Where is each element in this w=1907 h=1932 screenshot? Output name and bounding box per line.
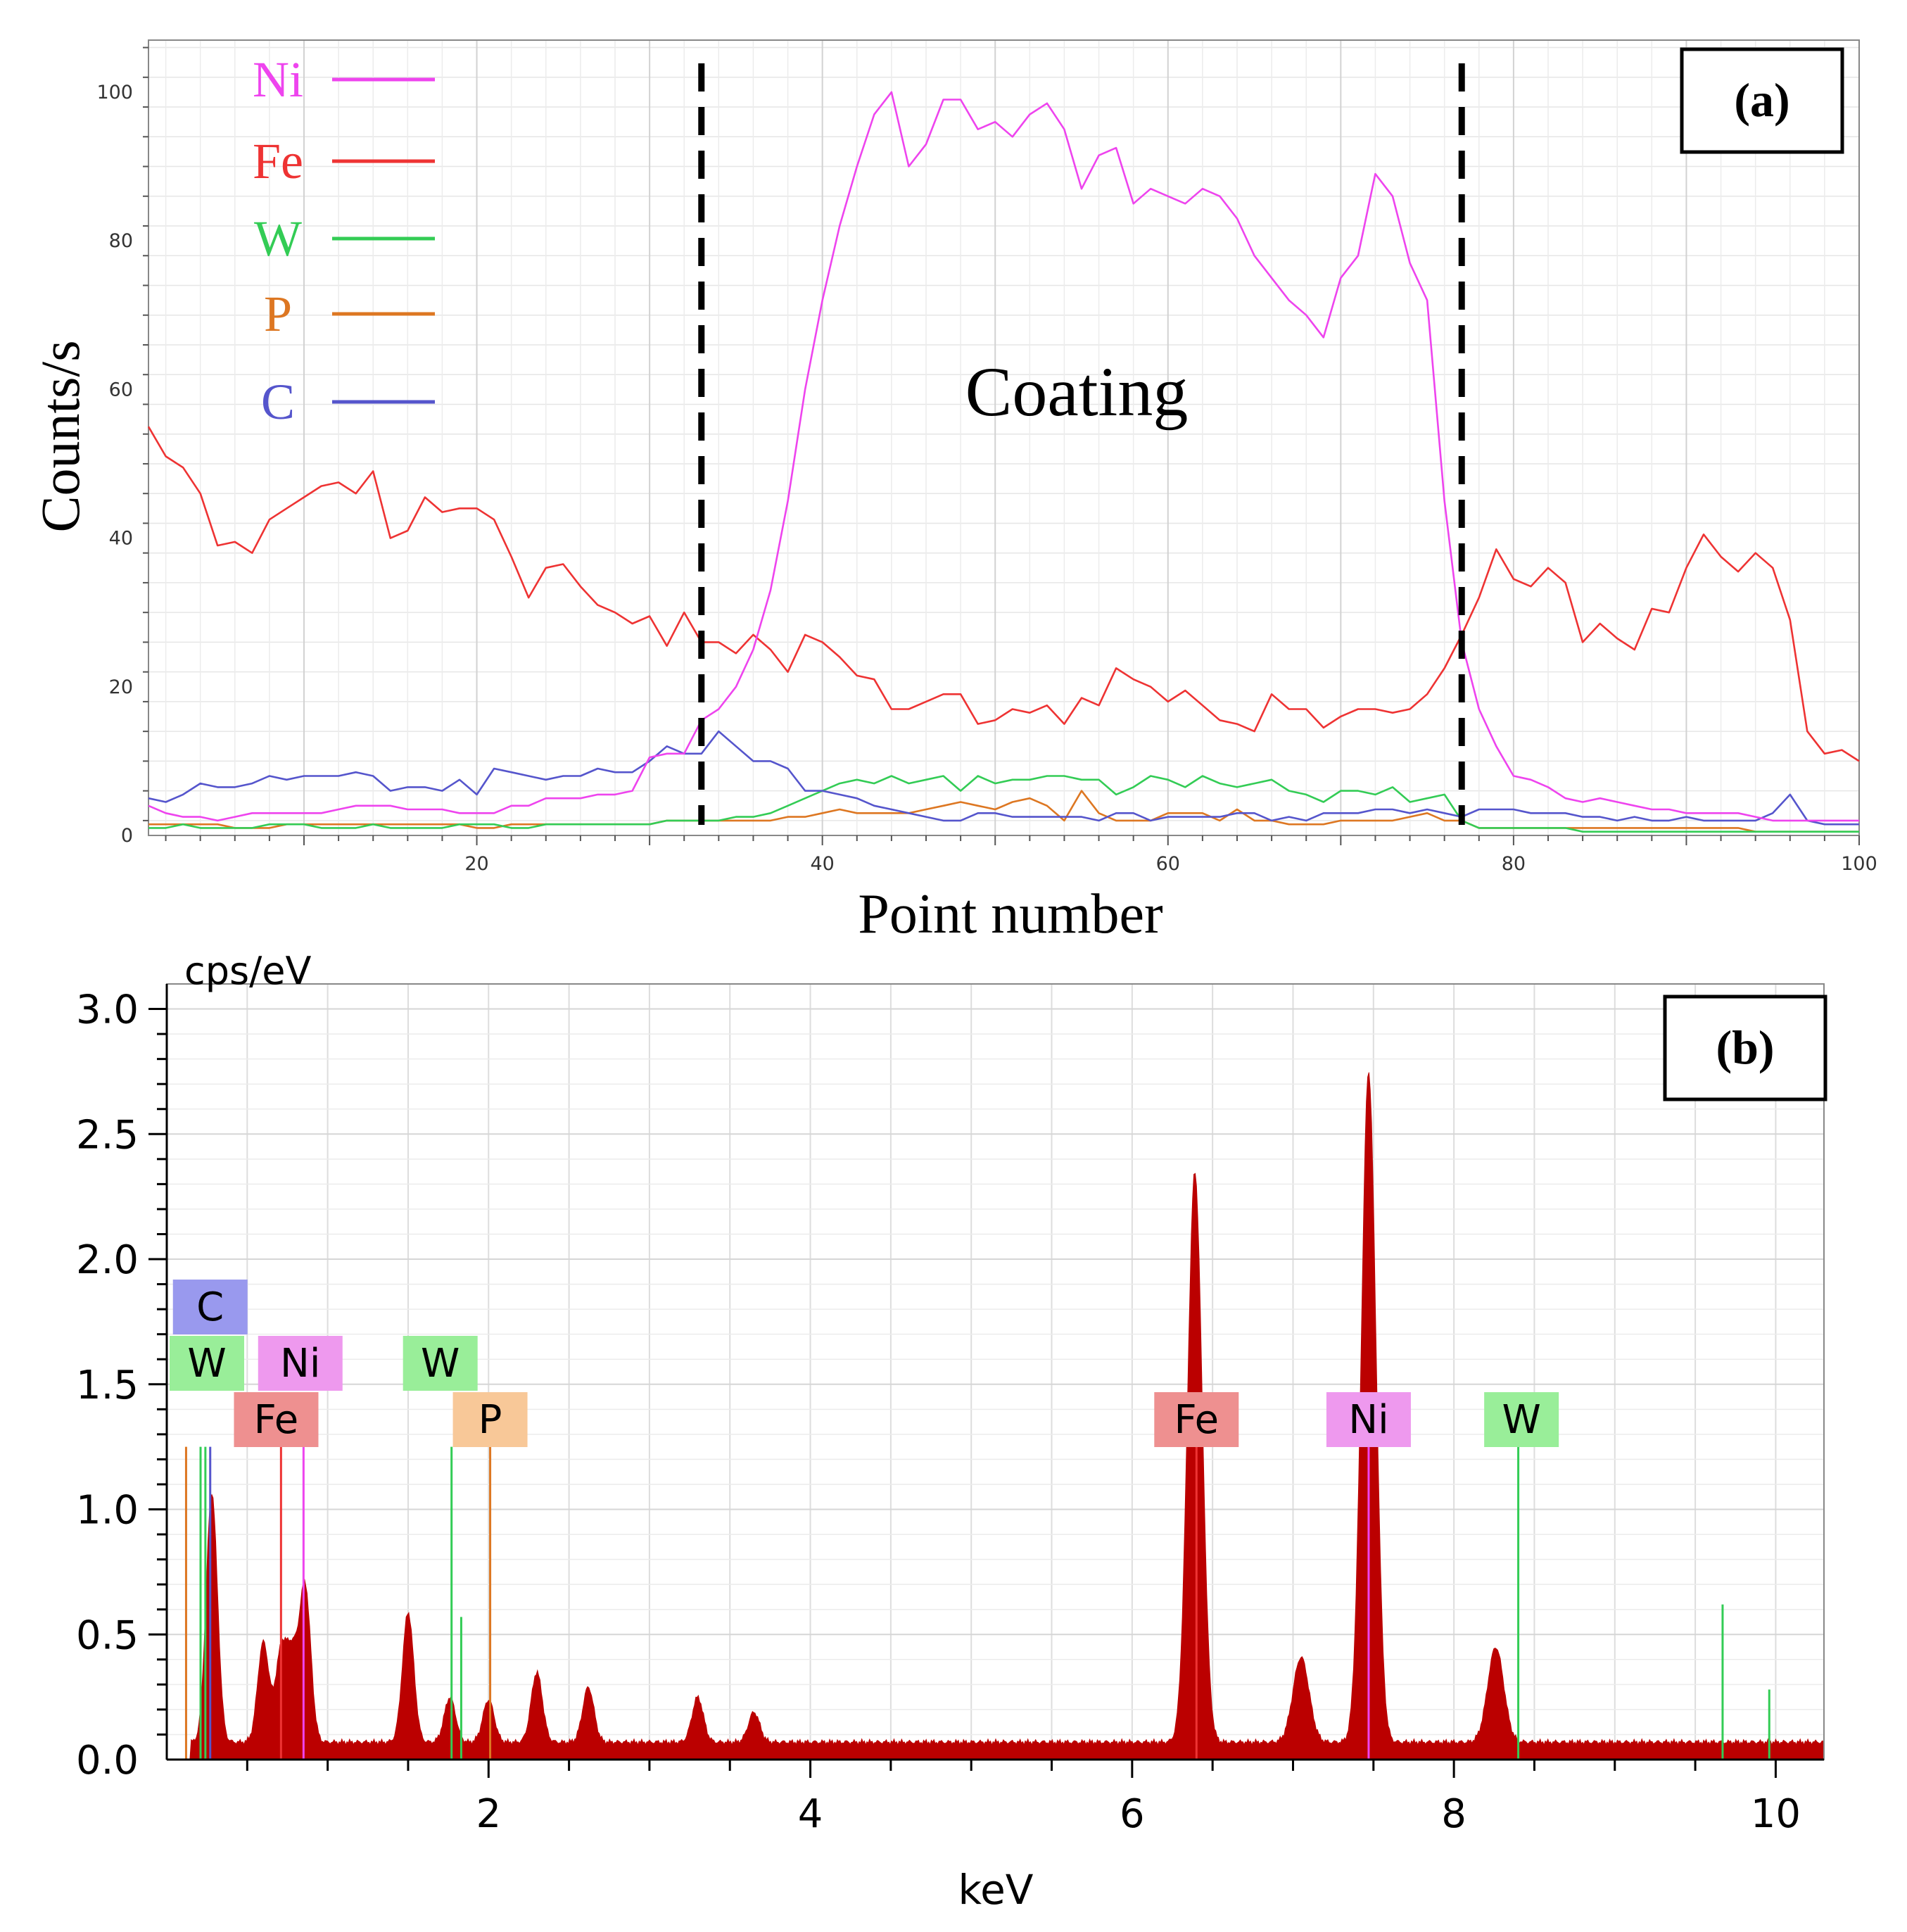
- x-tick-label: 4: [798, 1791, 823, 1837]
- element-marker-lines: [184, 1446, 1770, 1760]
- element-tag-box: [258, 1336, 343, 1391]
- spectrum-area: [185, 1072, 1824, 1760]
- panel-a-plot-frame: [148, 39, 1860, 836]
- element-tag-w: W: [1502, 1397, 1540, 1443]
- x-tick-label: 6: [1120, 1791, 1145, 1837]
- y-tick-label: 100: [96, 82, 133, 103]
- y-tick-label: 40: [109, 528, 133, 550]
- panel-b-y-axis-label: cps/eV: [184, 949, 312, 993]
- series-line-p: [148, 790, 1859, 833]
- y-tick-label: 80: [109, 230, 133, 252]
- y-tick-label: 2.0: [76, 1237, 139, 1283]
- element-tag-box: [172, 1280, 248, 1334]
- element-tag-box: [1484, 1392, 1559, 1447]
- element-tag-ni: Ni: [280, 1341, 320, 1387]
- panel-b-ticks: 0.0 0.5 1.0 1.5 2.0 2.5 3.0 2 4 6 8 10: [76, 987, 1801, 1837]
- element-tag-ni: Ni: [1348, 1397, 1388, 1443]
- element-tag-c: C: [196, 1284, 224, 1330]
- y-tick-label: 60: [109, 379, 133, 400]
- x-tick-label: 100: [1841, 853, 1877, 875]
- element-tag-box: [170, 1336, 244, 1391]
- y-tick-label: 0.5: [76, 1612, 139, 1658]
- panel-b-x-axis-label: keV: [958, 1866, 1034, 1914]
- y-tick-label: 20: [109, 676, 133, 698]
- y-tick-label: 1.0: [76, 1488, 139, 1534]
- panel-b-label-box: [1663, 995, 1827, 1101]
- element-tag-w: W: [187, 1341, 226, 1387]
- legend-label-p: P: [264, 286, 292, 342]
- panel-a-label-box: [1680, 47, 1844, 154]
- eds-spectrum: [185, 1072, 1824, 1760]
- series-line-ni: [148, 91, 1859, 822]
- element-tag-box: [403, 1336, 478, 1391]
- y-tick-label: 1.5: [76, 1363, 139, 1408]
- x-tick-label: 8: [1441, 1791, 1466, 1837]
- series-line-c: [148, 730, 1859, 826]
- element-tag-box: [452, 1392, 528, 1447]
- x-tick-label: 60: [1156, 853, 1180, 875]
- x-tick-label: 40: [810, 853, 834, 875]
- element-tag-box: [1154, 1392, 1239, 1447]
- coating-boundaries: [698, 63, 1465, 825]
- panel-b-label: (b): [1716, 1021, 1774, 1074]
- x-tick-label: 10: [1751, 1791, 1801, 1837]
- x-tick-label: 2: [476, 1791, 501, 1837]
- panel-a-label: (a): [1734, 73, 1789, 127]
- y-tick-label: 0: [121, 825, 133, 847]
- element-tag-fe: Fe: [1174, 1397, 1219, 1443]
- y-tick-label: 2.5: [76, 1112, 139, 1158]
- coating-annotation: Coating: [965, 353, 1189, 431]
- legend-label-fe: Fe: [253, 133, 303, 189]
- panel-a-grid: [148, 40, 1860, 835]
- y-tick-label: 0.0: [76, 1738, 139, 1783]
- element-tag-w: W: [421, 1341, 460, 1387]
- panel-a-x-axis-label: Point number: [858, 883, 1162, 945]
- y-tick-label: 3.0: [76, 987, 139, 1033]
- legend-label-c: C: [261, 374, 295, 430]
- panel-a-y-axis-label: Counts/s: [30, 340, 91, 532]
- x-tick-label: 20: [464, 853, 488, 875]
- element-tag-p: P: [479, 1397, 502, 1443]
- series-line-w: [148, 775, 1859, 833]
- legend-label-w: W: [254, 210, 302, 267]
- panel-a-series: [147, 91, 1860, 833]
- element-tag-box: [234, 1392, 319, 1447]
- element-tag-fe: Fe: [254, 1397, 299, 1443]
- x-tick-label: 80: [1502, 853, 1526, 875]
- legend-label-ni: Ni: [253, 51, 303, 108]
- panel-a-ticks: 0 20 40 60 80 100 20 40 60 80 100: [96, 46, 1877, 875]
- series-line-fe: [147, 426, 1860, 762]
- element-tag-box: [1326, 1392, 1411, 1447]
- panel-a-legend: Ni Fe WPC: [253, 51, 435, 430]
